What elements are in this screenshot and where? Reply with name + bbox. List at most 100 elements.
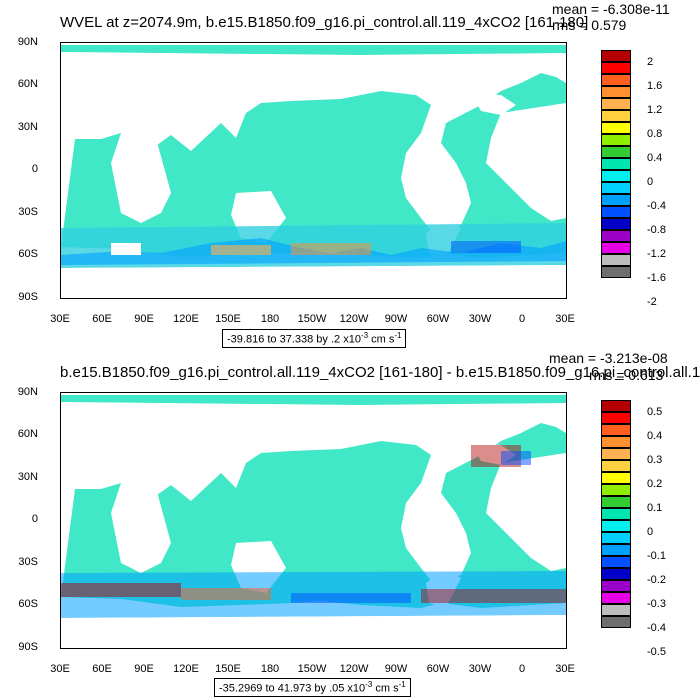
colorbar-cell <box>601 592 631 604</box>
lon-label: 0 <box>518 313 526 325</box>
colorbar-cell <box>601 580 631 592</box>
lon-label: 90E <box>134 313 154 325</box>
colorbar-cell <box>601 400 631 412</box>
colorbar-label: -1.6 <box>647 272 666 284</box>
colorbar-cell <box>601 424 631 436</box>
colorbar-label: -0.1 <box>647 550 666 562</box>
colorbar-cell <box>601 472 631 484</box>
lon-label: 30E <box>50 663 70 675</box>
colorbar-cell <box>601 496 631 508</box>
range-unit-exponent: -1 <box>398 680 406 689</box>
map-plot <box>60 42 567 299</box>
colorbar-cell <box>601 616 631 628</box>
lon-label: 180 <box>260 663 280 675</box>
lon-label: 30E <box>555 663 575 675</box>
colorbar-cell <box>601 544 631 556</box>
map-plot <box>60 392 567 649</box>
lon-label: 90W <box>384 313 408 325</box>
colorbar-label: 0 <box>647 526 654 538</box>
colorbar <box>601 50 631 285</box>
colorbar-label: 0.8 <box>647 128 663 140</box>
colorbar-cell <box>601 532 631 544</box>
colorbar-label: 0.4 <box>647 152 663 164</box>
range-exponent: -3 <box>360 331 369 340</box>
colorbar-label: 0.4 <box>647 430 663 442</box>
colorbar-label: 0.1 <box>647 502 663 514</box>
lon-label: 150W <box>297 313 327 325</box>
colorbar-cell <box>601 170 631 182</box>
lon-label: 120W <box>339 663 369 675</box>
lon-label: 30W <box>468 313 492 325</box>
rms-value: rms = 0.579 <box>552 17 627 33</box>
colorbar-cell <box>601 508 631 520</box>
lon-label: 90E <box>134 663 154 675</box>
contour-range-box: -39.816 to 37.338 by .2 x10-3 cm s-1 <box>222 329 407 348</box>
colorbar-cell <box>601 520 631 532</box>
lat-label: 30N <box>17 471 38 483</box>
mean-value: mean = -6.308e-11 <box>552 1 670 17</box>
lon-label: 150E <box>215 663 241 675</box>
colorbar-cell <box>601 568 631 580</box>
range-unit-exponent: -1 <box>394 331 402 340</box>
lat-label: 90N <box>17 36 38 48</box>
colorbar-cell <box>601 242 631 254</box>
lat-label: 30N <box>17 121 38 133</box>
lon-label: 180 <box>260 313 280 325</box>
colorbar-label: -0.8 <box>647 224 666 236</box>
colorbar-cell <box>601 98 631 110</box>
lat-label: 60N <box>17 78 38 90</box>
colorbar-cell <box>601 194 631 206</box>
colorbar-label: -1.2 <box>647 248 666 260</box>
colorbar-cell <box>601 436 631 448</box>
lon-label: 150W <box>297 663 327 675</box>
lon-label: 30E <box>50 313 70 325</box>
colorbar-label: -2 <box>647 296 657 308</box>
colorbar-label: 0 <box>647 176 654 188</box>
colorbar-cell <box>601 182 631 194</box>
plot-title: b.e15.B1850.f09_g16.pi_control.all.119_4… <box>60 364 700 381</box>
colorbar-cell <box>601 158 631 170</box>
colorbar-cell <box>601 254 631 266</box>
colorbar-cell <box>601 218 631 230</box>
lat-label: 90N <box>17 386 38 398</box>
colorbar-label: 1.6 <box>647 80 663 92</box>
colorbar-label: 0.2 <box>647 478 663 490</box>
colorbar-cell <box>601 266 631 278</box>
range-text: -39.816 to 37.338 by .2 x10 <box>227 333 361 346</box>
lon-label: 60W <box>426 663 450 675</box>
plot-title: WVEL at z=2074.9m, b.e15.B1850.f09_g16.p… <box>60 14 589 31</box>
colorbar-cell <box>601 448 631 460</box>
lon-label: 30W <box>468 663 492 675</box>
colorbar-label: -0.5 <box>647 646 666 658</box>
lat-label: 0 <box>31 513 38 525</box>
colorbar-label: 0.5 <box>647 406 663 418</box>
colorbar-cell <box>601 86 631 98</box>
ocean-field-map <box>61 43 566 298</box>
lon-label: 120W <box>339 313 369 325</box>
colorbar-cell <box>601 146 631 158</box>
lon-label: 120E <box>173 313 199 325</box>
top-panel: mean = -6.308e-11 WVEL at z=2074.9m, b.e… <box>17 1 670 348</box>
range-unit: cm s <box>368 333 395 346</box>
rms-value: rms = 0.613 <box>589 367 664 383</box>
lat-label: 60S <box>18 248 38 260</box>
mean-value: mean = -3.213e-08 <box>549 350 668 366</box>
colorbar-label: -0.3 <box>647 598 666 610</box>
colorbar-cell <box>601 556 631 568</box>
colorbar-cell <box>601 230 631 242</box>
colorbar-cell <box>601 74 631 86</box>
lat-label: 30S <box>18 206 38 218</box>
lon-label: 120E <box>173 663 199 675</box>
colorbar-cell <box>601 460 631 472</box>
ocean-field-map <box>61 393 566 648</box>
colorbar-cell <box>601 110 631 122</box>
range-unit: cm s <box>372 682 399 695</box>
lon-label: 30E <box>555 313 575 325</box>
lat-label: 60N <box>17 428 38 440</box>
colorbar-label: 2 <box>647 56 654 68</box>
lon-label: 60E <box>92 313 112 325</box>
lat-label: 60S <box>18 598 38 610</box>
colorbar-label: 1.2 <box>647 104 663 116</box>
lon-label: 60W <box>426 313 450 325</box>
colorbar-cell <box>601 604 631 616</box>
